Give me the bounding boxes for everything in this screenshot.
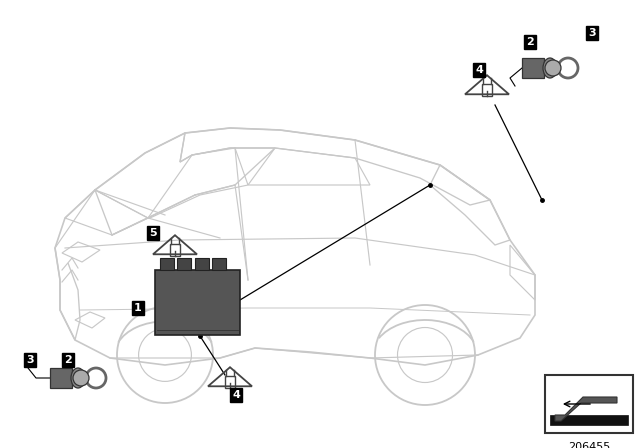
Circle shape [545,60,561,76]
Polygon shape [555,397,617,421]
Text: 3: 3 [26,355,34,365]
Text: 2: 2 [64,355,72,365]
Text: 5: 5 [149,228,157,238]
Text: 206455: 206455 [568,442,610,448]
Bar [170,244,180,256]
Bar [482,84,492,96]
Bar [545,375,633,433]
Text: 4: 4 [475,65,483,75]
Circle shape [73,370,89,386]
Text: 3: 3 [588,28,596,38]
Ellipse shape [71,368,85,388]
Text: 2: 2 [526,37,534,47]
Bar [212,258,226,270]
Bar [50,368,72,388]
Text: 1: 1 [134,303,142,313]
Bar [550,415,628,425]
Ellipse shape [543,58,557,78]
Bar [195,258,209,270]
Text: 4: 4 [232,390,240,400]
Bar [177,258,191,270]
Bar [522,58,544,78]
Bar [225,376,235,388]
Bar [160,258,174,270]
Bar [155,270,240,335]
